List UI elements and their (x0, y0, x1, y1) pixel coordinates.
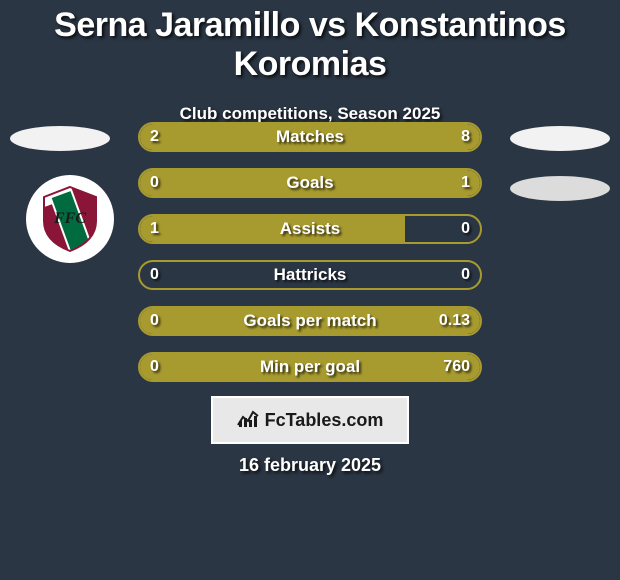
stats-container: 28Matches 01Goals 10Assists 00Hattricks 00.1… (138, 122, 482, 398)
stat-row: 00Hattricks (138, 260, 482, 290)
stat-row: 0760Min per goal (138, 352, 482, 382)
stat-label: Goals per match (140, 308, 480, 334)
stat-row: 00.13Goals per match (138, 306, 482, 336)
fctables-badge[interactable]: FcTables.com (211, 396, 409, 444)
club-left-crest: FFC (26, 175, 114, 263)
fctables-label: FcTables.com (265, 410, 384, 431)
stat-label: Goals (140, 170, 480, 196)
crest-monogram: FFC (53, 210, 86, 227)
stat-label: Hattricks (140, 262, 480, 288)
date-label: 16 february 2025 (0, 455, 620, 476)
player-left-avatar-placeholder (10, 126, 110, 151)
club-right-badge-placeholder (510, 176, 610, 201)
comparison-card: Serna Jaramillo vs Konstantinos Koromias… (0, 0, 620, 580)
stat-row: 01Goals (138, 168, 482, 198)
subtitle: Club competitions, Season 2025 (0, 104, 620, 124)
stat-label: Matches (140, 124, 480, 150)
chart-icon (237, 408, 259, 433)
stat-row: 10Assists (138, 214, 482, 244)
page-title: Serna Jaramillo vs Konstantinos Koromias (0, 0, 620, 84)
stat-row: 28Matches (138, 122, 482, 152)
player-right-avatar-placeholder (510, 126, 610, 151)
stat-label: Min per goal (140, 354, 480, 380)
stat-label: Assists (140, 216, 480, 242)
crest-svg: FFC (34, 183, 106, 255)
